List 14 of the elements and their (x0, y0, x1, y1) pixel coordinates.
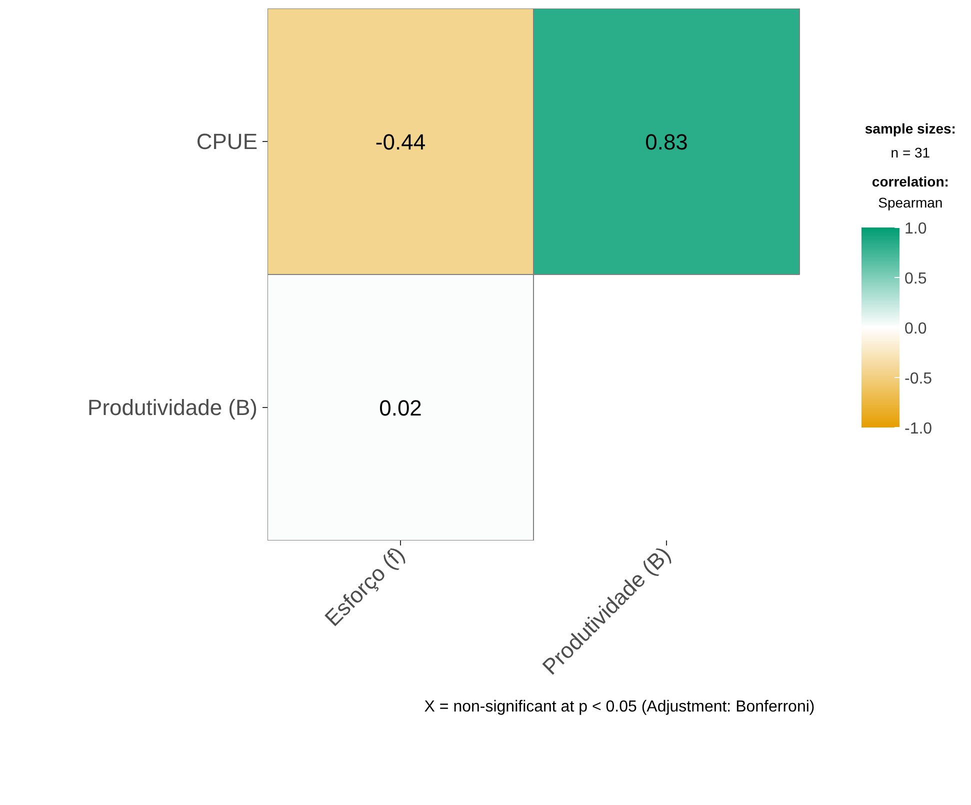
color-bar-label: 0.5 (904, 270, 927, 288)
y-tick-label: CPUE (196, 129, 258, 154)
data-label: 0.02 (379, 396, 422, 420)
color-bar-label: 0.0 (904, 320, 927, 338)
text: Spearman (878, 194, 943, 211)
text: X = non-significant at p < 0.05 (Adjustment: Bonferroni) (424, 698, 815, 716)
text: sample sizes: (864, 120, 956, 136)
text: correlation: (872, 173, 949, 190)
data-label: 0.83 (645, 130, 688, 154)
color-bar-label: -1.0 (904, 420, 932, 438)
color-bar-label: -0.5 (904, 370, 932, 388)
data-label: -0.44 (375, 130, 426, 154)
text: n = 31 (890, 144, 930, 160)
color-bar-label: 1.0 (904, 220, 927, 238)
